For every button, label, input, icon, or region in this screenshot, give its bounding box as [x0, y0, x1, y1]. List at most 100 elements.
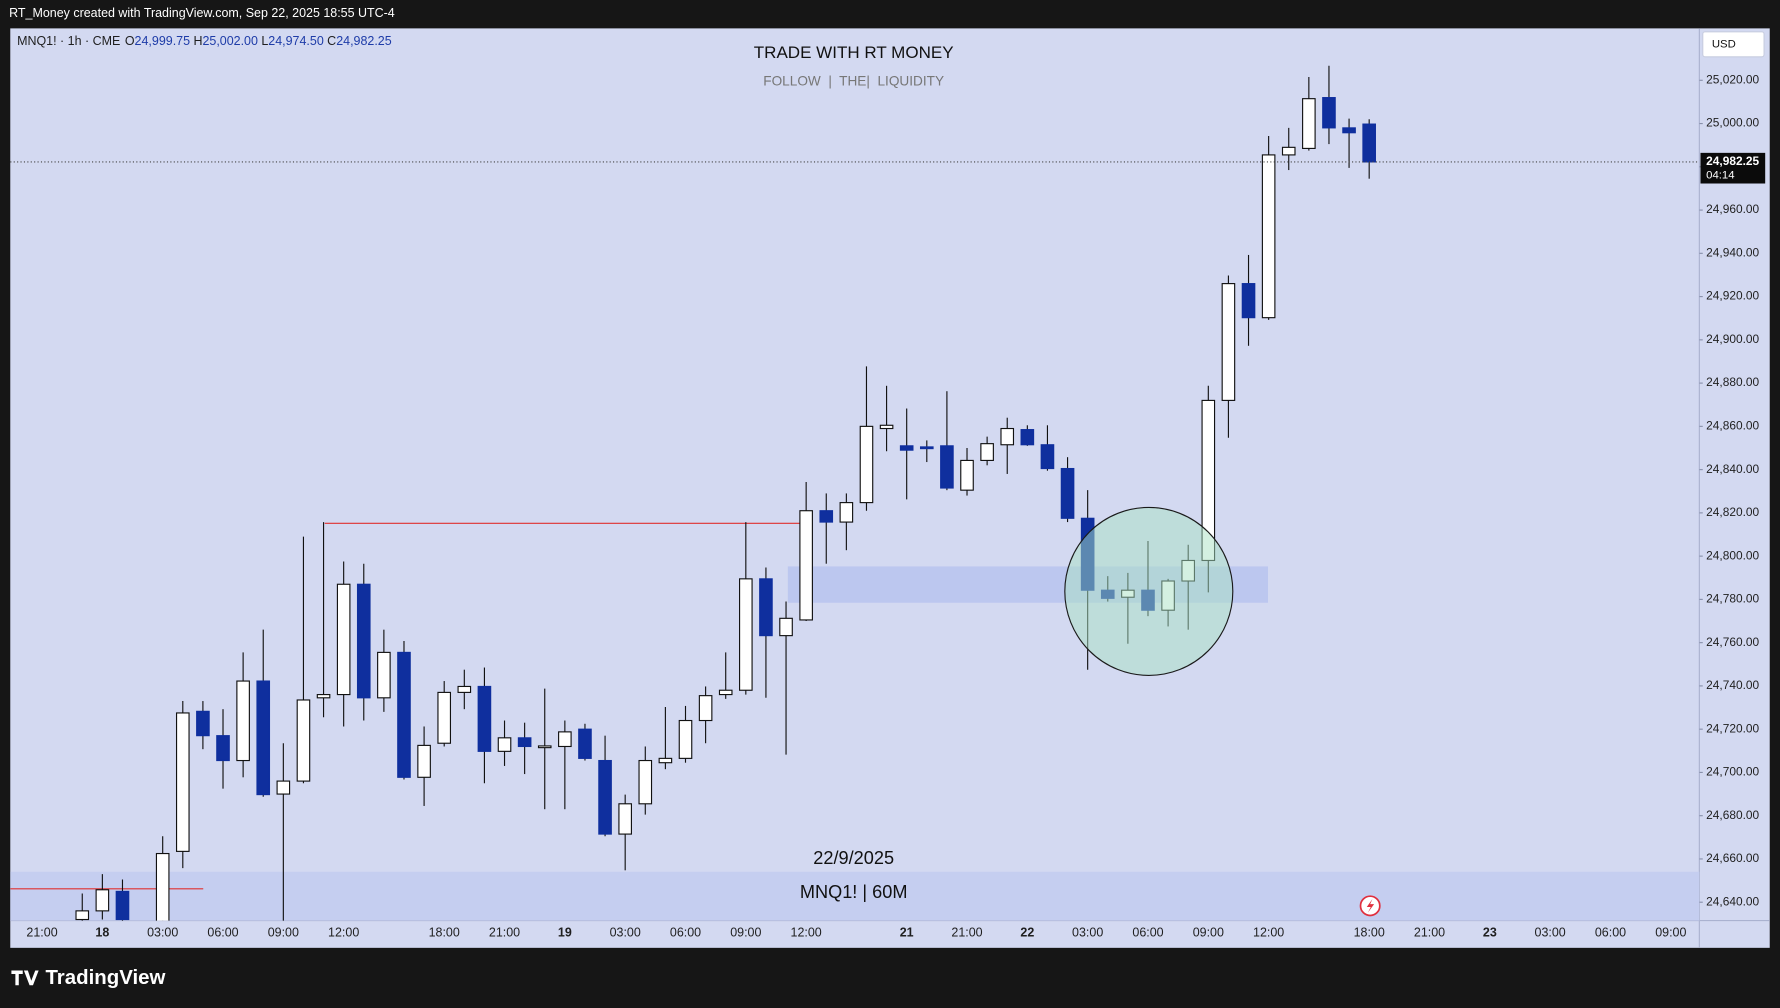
candle-body	[477, 685, 492, 752]
candle-body	[175, 712, 190, 852]
y-tick-label: 24,860.00	[1706, 419, 1759, 433]
candle-body	[256, 680, 271, 796]
ohlc-value: 24,999.75	[135, 34, 191, 48]
x-tick-label: 09:00	[730, 925, 761, 939]
candle-body	[236, 680, 250, 762]
candle-body	[859, 425, 874, 504]
y-tick-label: 24,800.00	[1706, 548, 1759, 562]
annotation: 22/9/2025	[813, 848, 894, 868]
ohlc-key: L	[261, 34, 268, 48]
x-tick-label: 18	[95, 925, 109, 939]
x-tick-label: 19	[558, 925, 572, 939]
x-tick-label: 06:00	[1132, 925, 1163, 939]
ohlc-key: H	[193, 34, 202, 48]
candle-body	[1040, 444, 1055, 470]
candle-body	[718, 689, 733, 696]
y-tick-label: 24,680.00	[1706, 808, 1759, 822]
y-tick-label: 24,700.00	[1706, 765, 1759, 779]
ohlc-value: 24,982.25	[336, 34, 392, 48]
candle-body	[316, 693, 331, 699]
candle-body	[1302, 98, 1316, 149]
candle-body	[1342, 127, 1356, 134]
x-tick-label: 12:00	[791, 925, 822, 939]
candle-body	[759, 578, 773, 637]
currency-label[interactable]: USD	[1712, 38, 1736, 50]
y-tick-label: 24,840.00	[1706, 462, 1759, 476]
brand-mark	[11, 970, 39, 986]
x-tick-label: 09:00	[1193, 925, 1224, 939]
plot-background	[10, 28, 1770, 948]
chart-subtitle: FOLLOW | THE| LIQUIDITY	[763, 73, 944, 88]
last-price-label: 24,982.25	[1706, 154, 1759, 168]
candle-body	[336, 583, 351, 696]
candle-body	[618, 803, 632, 835]
candle-body	[598, 759, 612, 835]
currency-box[interactable]	[1702, 31, 1765, 58]
candle-body	[517, 737, 532, 748]
candle-body	[578, 728, 592, 759]
top-bar-text: RT_Money created with TradingView.com, S…	[9, 6, 395, 20]
ohlc-value: 25,002.00	[202, 34, 258, 48]
y-tick-label: 24,720.00	[1706, 721, 1759, 735]
y-tick-label: 24,940.00	[1706, 245, 1759, 259]
x-tick-label: 03:00	[1072, 925, 1103, 939]
candle-body	[1261, 154, 1276, 319]
ohlc-key: C	[327, 34, 336, 48]
candle-body	[980, 443, 994, 461]
brand-text: TradingView	[45, 967, 165, 989]
candle-body	[779, 617, 793, 637]
candle-body	[1281, 146, 1296, 156]
x-tick-label: 12:00	[1253, 925, 1284, 939]
candle-body	[1000, 427, 1015, 446]
candle-body	[296, 699, 311, 782]
x-tick-label: 12:00	[328, 925, 359, 939]
candle-body	[678, 719, 693, 759]
y-tick-label: 24,780.00	[1706, 592, 1759, 606]
candle-body	[216, 735, 230, 762]
candle-body	[899, 445, 914, 451]
candle-body	[155, 852, 170, 921]
x-tick-label: 21:00	[951, 925, 982, 939]
x-tick-label: 09:00	[1655, 925, 1686, 939]
x-tick-label: 03:00	[610, 925, 641, 939]
x-tick-label: 03:00	[1535, 925, 1566, 939]
candle-body	[417, 744, 431, 778]
symbol-info: MNQ1! · 1h · CME	[17, 34, 120, 48]
y-tick-label: 24,760.00	[1706, 635, 1759, 649]
candle-body	[356, 583, 371, 699]
alert-icon[interactable]	[1359, 895, 1381, 917]
candle-body	[1060, 467, 1075, 519]
candle-body	[276, 780, 291, 795]
candle-body	[1241, 283, 1256, 319]
candle-body	[799, 510, 813, 621]
chart-title: TRADE WITH RT MONEY	[754, 43, 954, 62]
candle-body	[497, 737, 512, 752]
x-tick-label: 06:00	[207, 925, 238, 939]
brand-logo: TradingView	[11, 967, 165, 989]
alert-icon-bolt[interactable]	[1366, 899, 1375, 913]
candle-body	[558, 731, 572, 748]
x-tick-label: 21:00	[489, 925, 520, 939]
candle-body	[819, 510, 834, 523]
candle-body	[1362, 123, 1376, 163]
candle-body	[1020, 429, 1035, 446]
candle-body	[940, 445, 954, 489]
y-tick-label: 24,900.00	[1706, 332, 1759, 346]
symbol-legend: MNQ1! · 1h · CME O24,999.75 H25,002.00 L 24,…	[17, 34, 392, 48]
candle-body	[196, 710, 210, 737]
x-tick-label: 23	[1483, 925, 1497, 939]
y-tick-label: 24,920.00	[1706, 289, 1759, 303]
y-tick-label: 24,640.00	[1706, 894, 1759, 908]
candle-body	[839, 502, 854, 523]
y-tick-label: 25,000.00	[1706, 116, 1759, 130]
candle-body	[75, 910, 90, 921]
annotation: MNQ1! | 60M	[800, 882, 908, 902]
highlight-circle	[1064, 506, 1234, 676]
candle-body	[115, 890, 130, 921]
x-tick-label: 06:00	[1595, 925, 1626, 939]
candle-body	[960, 459, 974, 491]
candle-body	[95, 889, 110, 912]
ohlc-key: O	[125, 34, 135, 48]
